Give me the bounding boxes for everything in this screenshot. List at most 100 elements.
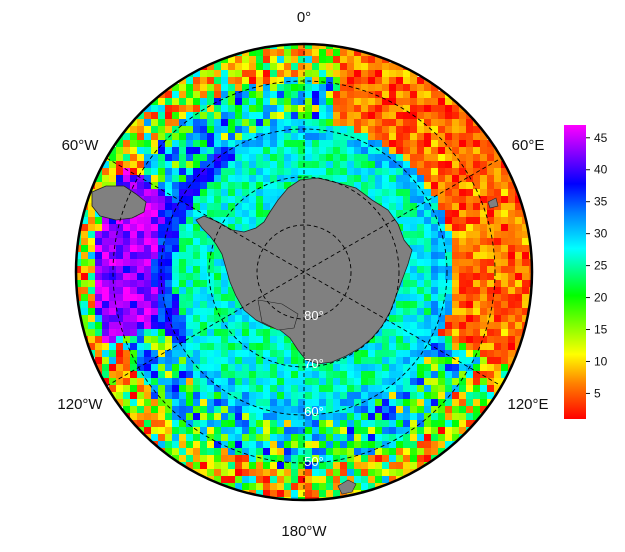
data-cell — [123, 175, 131, 183]
data-cell — [207, 112, 215, 120]
data-cell — [459, 266, 467, 274]
data-cell — [158, 420, 166, 428]
data-cell — [228, 378, 236, 386]
data-cell — [200, 231, 208, 239]
data-cell — [207, 406, 215, 414]
data-cell — [319, 420, 327, 428]
data-cell — [298, 63, 306, 71]
data-cell — [165, 406, 173, 414]
data-cell — [158, 413, 166, 421]
data-cell — [263, 77, 271, 85]
data-cell — [263, 490, 271, 498]
data-cell — [312, 105, 320, 113]
data-cell — [459, 259, 467, 267]
data-cell — [95, 357, 103, 365]
data-cell — [270, 469, 278, 477]
data-cell — [417, 329, 425, 337]
data-cell — [389, 161, 397, 169]
data-cell — [501, 329, 509, 337]
data-cell — [109, 175, 117, 183]
data-cell — [172, 287, 180, 295]
data-cell — [403, 238, 411, 246]
data-cell — [312, 364, 320, 372]
data-cell — [235, 217, 243, 225]
data-cell — [354, 84, 362, 92]
data-cell — [214, 455, 222, 463]
data-cell — [242, 413, 250, 421]
data-cell — [193, 252, 201, 260]
data-cell — [214, 189, 222, 197]
data-cell — [410, 119, 418, 127]
data-cell — [263, 168, 271, 176]
data-cell — [249, 357, 257, 365]
data-cell — [116, 399, 124, 407]
data-cell — [137, 385, 145, 393]
data-cell — [487, 245, 495, 253]
data-cell — [354, 119, 362, 127]
data-cell — [515, 322, 523, 330]
data-cell — [95, 175, 103, 183]
data-cell — [403, 308, 411, 316]
data-cell — [410, 238, 418, 246]
data-cell — [410, 147, 418, 155]
data-cell — [305, 483, 313, 491]
data-cell — [340, 399, 348, 407]
data-cell — [480, 252, 488, 260]
data-cell — [165, 245, 173, 253]
data-cell — [403, 161, 411, 169]
data-cell — [214, 175, 222, 183]
data-cell — [347, 441, 355, 449]
data-cell — [403, 133, 411, 141]
data-cell — [438, 343, 446, 351]
data-cell — [123, 266, 131, 274]
data-cell — [382, 378, 390, 386]
data-cell — [186, 91, 194, 99]
data-cell — [214, 350, 222, 358]
data-cell — [473, 371, 481, 379]
data-cell — [459, 357, 467, 365]
data-cell — [305, 112, 313, 120]
data-cell — [298, 455, 306, 463]
data-cell — [263, 476, 271, 484]
data-cell — [305, 399, 313, 407]
data-cell — [319, 70, 327, 78]
data-cell — [235, 175, 243, 183]
data-cell — [172, 350, 180, 358]
data-cell — [165, 147, 173, 155]
data-cell — [424, 189, 432, 197]
data-cell — [452, 420, 460, 428]
data-cell — [438, 119, 446, 127]
data-cell — [333, 175, 341, 183]
data-cell — [277, 378, 285, 386]
data-cell — [109, 371, 117, 379]
data-cell — [333, 434, 341, 442]
data-cell — [333, 490, 341, 498]
data-cell — [214, 77, 222, 85]
data-cell — [522, 252, 530, 260]
data-cell — [151, 161, 159, 169]
data-cell — [200, 413, 208, 421]
data-cell — [263, 210, 271, 218]
data-cell — [347, 63, 355, 71]
data-cell — [410, 217, 418, 225]
data-cell — [438, 140, 446, 148]
data-cell — [473, 329, 481, 337]
data-cell — [102, 371, 110, 379]
data-cell — [123, 259, 131, 267]
data-cell — [137, 301, 145, 309]
data-cell — [466, 371, 474, 379]
data-cell — [263, 392, 271, 400]
data-cell — [319, 413, 327, 421]
data-cell — [333, 84, 341, 92]
lon-label-180w: 180°W — [281, 523, 327, 540]
data-cell — [179, 238, 187, 246]
data-cell — [522, 280, 530, 288]
data-cell — [291, 77, 299, 85]
data-cell — [200, 294, 208, 302]
data-cell — [102, 315, 110, 323]
data-cell — [389, 70, 397, 78]
data-cell — [165, 413, 173, 421]
data-cell — [368, 371, 376, 379]
data-cell — [186, 161, 194, 169]
data-cell — [466, 196, 474, 204]
